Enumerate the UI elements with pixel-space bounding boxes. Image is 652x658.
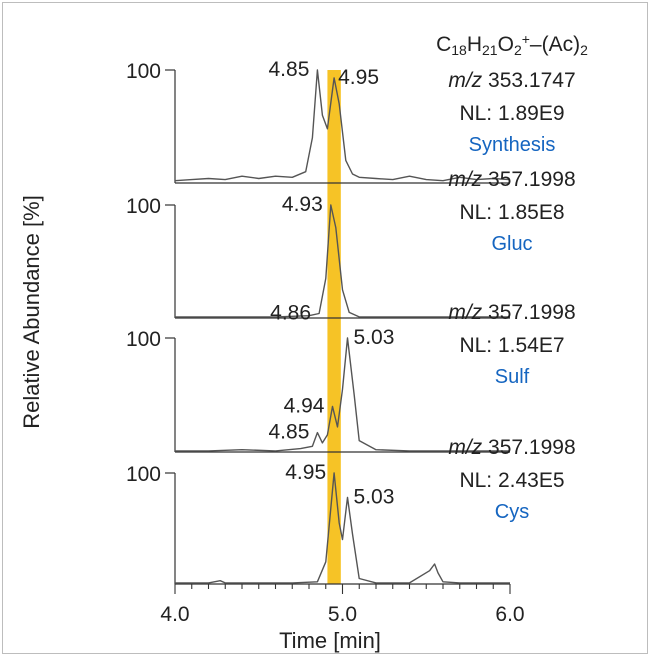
nl-label: NL: 1.85E8 [459, 201, 564, 224]
panel-sulf: 100 5.03 4.94 4.85 m/z 357.1998 NL: 1.54E7 Sul… [126, 301, 576, 453]
peak-label: 4.85 [269, 421, 310, 444]
x-tick-label: 5.0 [328, 603, 357, 626]
sample-name-label: Cys [495, 501, 529, 523]
peak-label: 4.95 [338, 66, 379, 89]
series-line-cys [175, 472, 510, 584]
x-tick-label: 6.0 [495, 603, 524, 626]
panel-synthesis: 100 4.85 4.95 C18H21O2+–(Ac)2 m/z 353.1747 NL… [126, 31, 588, 184]
series-line-synthesis [174, 69, 511, 182]
sample-name-label: Synthesis [469, 134, 556, 156]
y-tick-label: 100 [126, 328, 161, 351]
formula-label: C18H21O2+–(Ac)2 [436, 31, 588, 58]
peak-label: 4.95 [285, 461, 326, 484]
sample-name-label: Gluc [491, 233, 532, 255]
x-axis-label: Time [min] [279, 628, 381, 653]
highlight-band [327, 70, 341, 584]
peak-label: 4.93 [282, 193, 323, 216]
mz-label: m/z 357.1998 [448, 301, 575, 324]
mz-label: m/z 357.1998 [448, 436, 575, 459]
series-line-gluc [175, 204, 510, 318]
nl-label: NL: 2.43E5 [459, 469, 564, 492]
y-tick-label: 100 [126, 60, 161, 83]
panels-group: 100 4.85 4.95 C18H21O2+–(Ac)2 m/z 353.1747 NL… [126, 31, 588, 585]
y-tick-label: 100 [126, 195, 161, 218]
y-tick-label: 100 [126, 463, 161, 486]
sample-name-label: Sulf [495, 366, 530, 388]
peak-label: 4.85 [269, 58, 310, 81]
peak-label: 5.03 [354, 485, 395, 508]
panel-cys: 100 4.95 5.03 m/z 357.1998 NL: 2.43E5 Cys [126, 436, 576, 585]
panel-gluc: 100 4.93 4.86 m/z 357.1998 NL: 1.85E8 Gluc [126, 168, 576, 324]
peak-label: 5.03 [354, 326, 395, 349]
y-axis-label: Relative Abundance [%] [19, 195, 44, 429]
x-axis: 4.0 5.0 6.0 [160, 584, 525, 626]
peak-label: 4.86 [270, 301, 311, 324]
peak-label: 4.94 [284, 394, 325, 417]
nl-label: NL: 1.54E7 [459, 334, 564, 357]
mz-label: m/z 353.1747 [448, 69, 575, 92]
series-line-sulf [175, 337, 510, 452]
nl-label: NL: 1.89E9 [459, 102, 564, 125]
mz-label: m/z 357.1998 [448, 168, 575, 191]
x-tick-label: 4.0 [160, 603, 189, 626]
